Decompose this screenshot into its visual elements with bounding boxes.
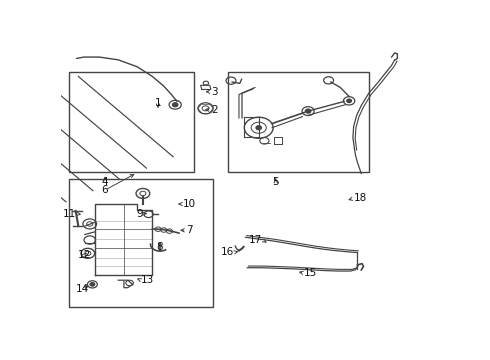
Text: 11: 11: [63, 209, 76, 219]
Text: 9: 9: [136, 209, 143, 219]
Circle shape: [172, 103, 178, 107]
Text: 7: 7: [187, 225, 193, 235]
Text: 16: 16: [221, 247, 234, 257]
Bar: [69, 72, 194, 172]
Text: 15: 15: [304, 268, 318, 278]
Circle shape: [347, 99, 351, 103]
Bar: [228, 72, 369, 172]
Bar: [69, 179, 213, 307]
Circle shape: [90, 283, 95, 286]
Text: 14: 14: [75, 284, 89, 293]
Circle shape: [256, 126, 261, 130]
Text: 17: 17: [249, 235, 263, 245]
Text: 18: 18: [354, 193, 367, 203]
Text: 6: 6: [101, 185, 108, 195]
Text: 1: 1: [155, 98, 161, 108]
Circle shape: [305, 109, 311, 113]
Text: 10: 10: [183, 199, 196, 209]
Text: 3: 3: [211, 87, 218, 97]
Text: 13: 13: [141, 275, 154, 285]
Text: 8: 8: [157, 242, 163, 252]
Text: 5: 5: [272, 177, 279, 187]
Text: 12: 12: [77, 250, 91, 260]
Text: 2: 2: [211, 105, 218, 115]
Text: 4: 4: [101, 177, 108, 187]
